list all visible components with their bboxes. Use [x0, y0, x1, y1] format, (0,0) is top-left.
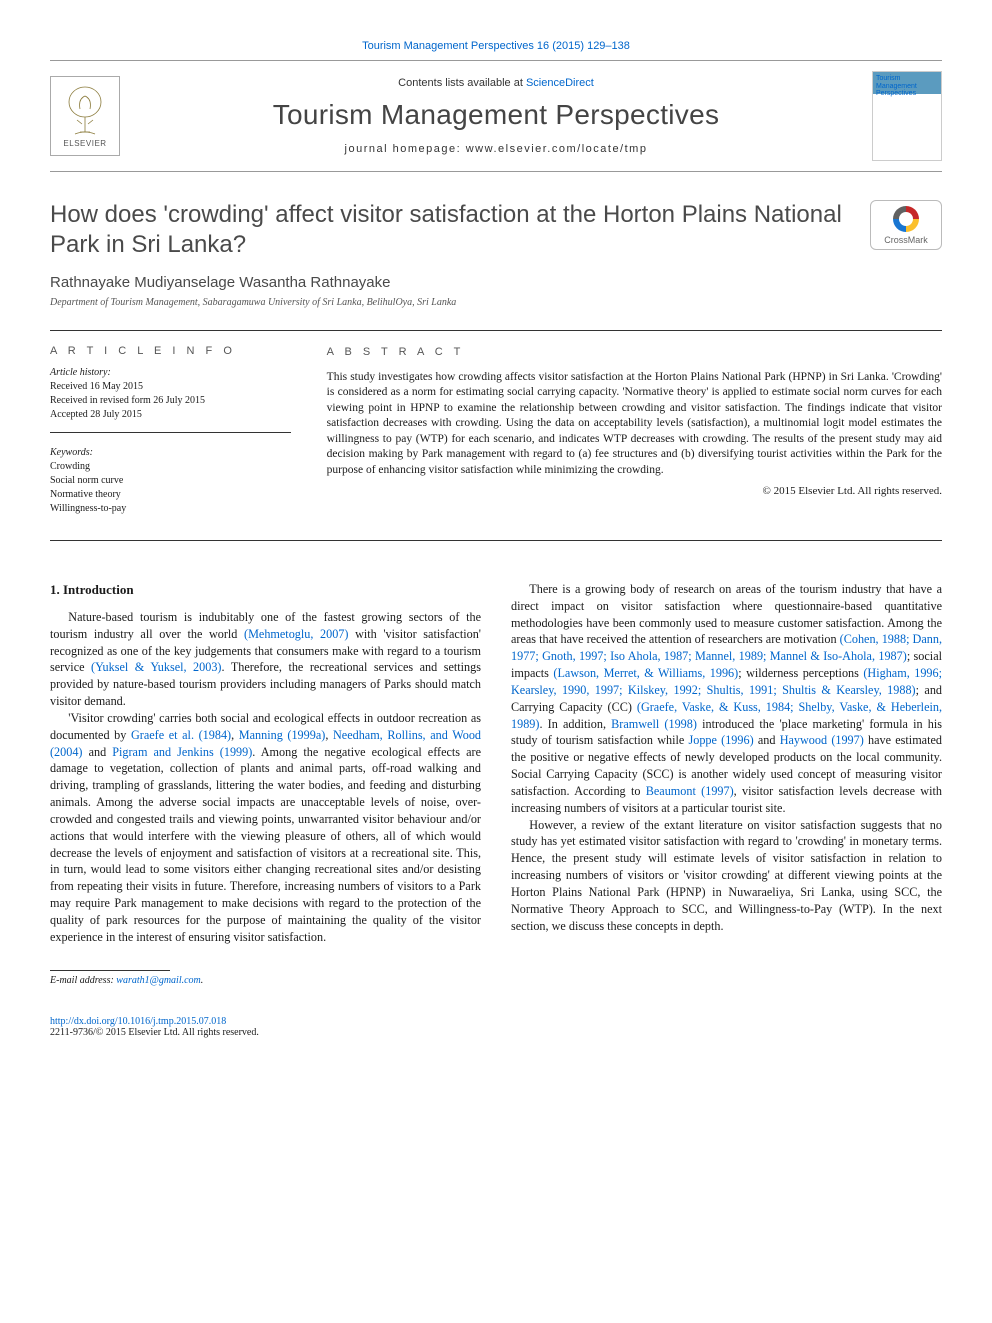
- cite-manning[interactable]: Manning (1999a): [239, 728, 326, 742]
- abstract-copyright: © 2015 Elsevier Ltd. All rights reserved…: [327, 484, 942, 499]
- cite-joppe[interactable]: Joppe (1996): [689, 733, 754, 747]
- elsevier-logo-text: ELSEVIER: [63, 139, 106, 148]
- paragraph-2: 'Visitor crowding' carries both social a…: [50, 710, 481, 946]
- p3-sep-2: ; wilderness perceptions: [738, 666, 863, 680]
- homepage-url: www.elsevier.com/locate/tmp: [466, 143, 648, 155]
- keyword-0: Crowding: [50, 460, 291, 474]
- journal-cover-text: Tourism Management Perspectives: [876, 75, 941, 98]
- contents-prefix: Contents lists available at: [398, 77, 526, 89]
- journal-homepage: journal homepage: www.elsevier.com/locat…: [140, 143, 852, 155]
- cite-lawson[interactable]: (Lawson, Merret, & Williams, 1996): [553, 666, 738, 680]
- footnote-rule: [50, 970, 170, 971]
- journal-name: Tourism Management Perspectives: [140, 99, 852, 131]
- footer-bottom: http://dx.doi.org/10.1016/j.tmp.2015.07.…: [50, 1016, 942, 1038]
- p3-sep-4: . In addition,: [539, 717, 611, 731]
- elsevier-tree-icon: [60, 84, 110, 139]
- p2-text-b: . Among the negative ecological effects …: [50, 745, 481, 944]
- body-two-column: 1. Introduction Nature-based tourism is …: [50, 581, 942, 946]
- author-name: Rathnayake Mudiyanselage Wasantha Rathna…: [50, 274, 942, 291]
- keywords-head: Keywords:: [50, 447, 291, 458]
- keyword-3: Willingness-to-pay: [50, 502, 291, 516]
- p2-sep-2: ,: [325, 728, 333, 742]
- article-title: How does 'crowding' affect visitor satis…: [50, 200, 870, 260]
- cite-yuksel[interactable]: (Yuksel & Yuksel, 2003): [91, 660, 221, 674]
- email-label: E-mail address:: [50, 975, 116, 986]
- p2-sep-1: ,: [231, 728, 239, 742]
- cite-bramwell[interactable]: Bramwell (1998): [611, 717, 697, 731]
- paragraph-3: There is a growing body of research on a…: [511, 581, 942, 817]
- p3-sep-6: and: [754, 733, 780, 747]
- p2-sep-3: and: [83, 745, 113, 759]
- paragraph-1: Nature-based tourism is indubitably one …: [50, 609, 481, 710]
- keyword-2: Normative theory: [50, 488, 291, 502]
- corresponding-email: E-mail address: warath1@gmail.com.: [50, 975, 942, 986]
- citation-line: Tourism Management Perspectives 16 (2015…: [50, 40, 942, 52]
- masthead: ELSEVIER Contents lists available at Sci…: [50, 60, 942, 172]
- issn-copyright: 2211-9736/© 2015 Elsevier Ltd. All right…: [50, 1027, 259, 1038]
- history-revised: Received in revised form 26 July 2015: [50, 394, 291, 408]
- article-info-label: A R T I C L E I N F O: [50, 345, 291, 357]
- abstract-label: A B S T R A C T: [327, 345, 942, 360]
- cite-haywood[interactable]: Haywood (1997): [780, 733, 864, 747]
- abstract-text: This study investigates how crowding aff…: [327, 370, 942, 479]
- homepage-prefix: journal homepage:: [345, 143, 466, 155]
- article-info-column: A R T I C L E I N F O Article history: R…: [50, 331, 309, 540]
- journal-cover-thumbnail: Tourism Management Perspectives: [872, 71, 942, 161]
- crossmark-icon: [893, 206, 919, 232]
- article-history-head: Article history:: [50, 367, 291, 378]
- elsevier-logo: ELSEVIER: [50, 76, 120, 156]
- keyword-1: Social norm curve: [50, 474, 291, 488]
- doi-link[interactable]: http://dx.doi.org/10.1016/j.tmp.2015.07.…: [50, 1016, 226, 1027]
- author-affiliation: Department of Tourism Management, Sabara…: [50, 297, 942, 308]
- crossmark-label: CrossMark: [884, 235, 928, 245]
- cite-graefe[interactable]: Graefe et al. (1984): [131, 728, 231, 742]
- cite-mehmetoglu[interactable]: (Mehmetoglu, 2007): [244, 627, 348, 641]
- section-1-heading: 1. Introduction: [50, 581, 481, 599]
- sciencedirect-link[interactable]: ScienceDirect: [526, 77, 594, 89]
- email-link[interactable]: warath1@gmail.com: [116, 975, 200, 986]
- abstract-column: A B S T R A C T This study investigates …: [309, 331, 942, 540]
- paragraph-4: However, a review of the extant literatu…: [511, 817, 942, 935]
- cite-pigram[interactable]: Pigram and Jenkins (1999): [112, 745, 252, 759]
- crossmark-badge[interactable]: CrossMark: [870, 200, 942, 250]
- cite-beaumont[interactable]: Beaumont (1997): [646, 784, 734, 798]
- contents-available-line: Contents lists available at ScienceDirec…: [140, 77, 852, 89]
- history-accepted: Accepted 28 July 2015: [50, 408, 291, 422]
- history-received: Received 16 May 2015: [50, 380, 291, 394]
